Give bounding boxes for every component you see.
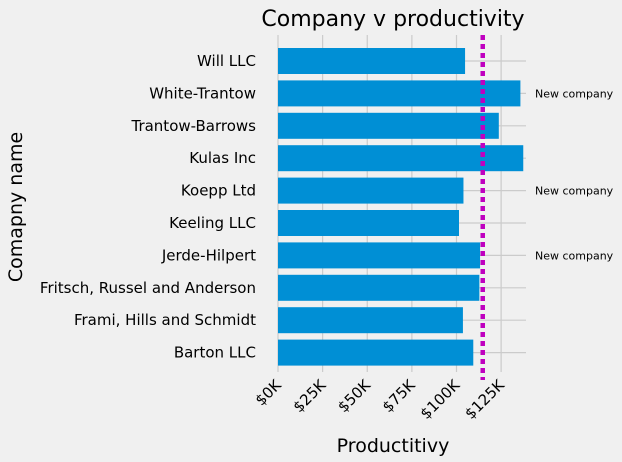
chart-title: Company v productivity bbox=[261, 7, 524, 32]
bar bbox=[278, 177, 464, 204]
annotation-text: New company bbox=[535, 185, 614, 198]
bar bbox=[278, 307, 463, 334]
bar bbox=[278, 242, 481, 269]
bar bbox=[278, 274, 480, 301]
category-label: Will LLC bbox=[197, 52, 256, 70]
bar bbox=[278, 112, 499, 139]
x-tick-label: $125K bbox=[461, 375, 508, 422]
bars bbox=[278, 48, 524, 366]
bar bbox=[278, 339, 474, 366]
y-axis-label: Comapny name bbox=[5, 132, 27, 282]
category-label: Fritsch, Russel and Anderson bbox=[40, 279, 256, 297]
category-label: Trantow-Barrows bbox=[130, 117, 256, 135]
tick-labels: $0K $25K $50K $75K$100K$125K bbox=[252, 375, 509, 423]
x-tick-label: $50K bbox=[334, 375, 375, 416]
category-label: Jerde-Hilpert bbox=[161, 246, 256, 264]
x-tick-label: $75K bbox=[379, 375, 420, 416]
category-label: White-Trantow bbox=[149, 84, 256, 102]
category-label: Kulas Inc bbox=[189, 149, 256, 167]
annotation-text: New company bbox=[535, 249, 614, 262]
category-labels: Barton LLC Frami, Hills and Schmidt Fritsc… bbox=[40, 52, 256, 362]
x-tick-label: $100K bbox=[417, 375, 464, 422]
annotation-text: New company bbox=[535, 87, 614, 100]
annotations: New company New company New company bbox=[535, 87, 614, 262]
x-tick-label: $0K bbox=[252, 375, 286, 409]
category-label: Barton LLC bbox=[174, 344, 256, 362]
x-tick-label: $25K bbox=[290, 375, 331, 416]
x-axis-label: Productitivy bbox=[337, 435, 450, 457]
category-label: Frami, Hills and Schmidt bbox=[74, 311, 256, 329]
category-label: Koepp Ltd bbox=[181, 182, 256, 200]
bar bbox=[278, 48, 466, 74]
bar bbox=[278, 210, 459, 236]
category-label: Keeling LLC bbox=[169, 214, 256, 232]
bar bbox=[278, 145, 524, 172]
bar bbox=[278, 80, 521, 107]
